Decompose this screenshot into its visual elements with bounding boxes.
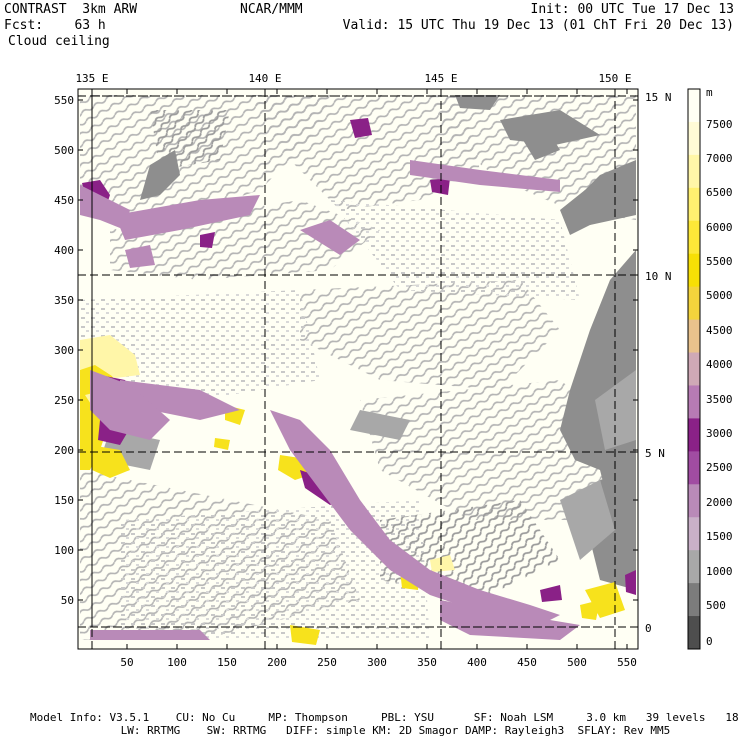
lat-label: 5 N <box>645 447 665 460</box>
y-tick-label: 550 <box>54 94 74 107</box>
colorbar-label: 1500 <box>706 530 733 543</box>
colorbar-label: 0 <box>706 635 713 648</box>
colorbar-swatch <box>688 253 700 288</box>
y-tick-label: 100 <box>54 544 74 557</box>
x-tick-label: 300 <box>367 656 387 669</box>
colorbar-label: 6000 <box>706 221 733 234</box>
center-name: NCAR/MMM <box>240 2 303 17</box>
colorbar-frame <box>687 88 701 650</box>
lat-label: 0 <box>645 622 652 635</box>
x-tick-label: 200 <box>267 656 287 669</box>
colorbar-label: 7500 <box>706 118 733 131</box>
colorbar-swatch <box>688 89 700 123</box>
colorbar-swatch <box>688 550 700 584</box>
colorbar-unit: m <box>706 86 713 99</box>
colorbar-label: 3000 <box>706 427 733 440</box>
colorbar-swatch <box>688 418 700 452</box>
colorbar-label: 7000 <box>706 152 733 165</box>
model-info-line2: LW: RRTMG SW: RRTMG DIFF: simple KM: 2D … <box>8 724 671 737</box>
colorbar-swatch <box>688 484 700 518</box>
colorbar-label: 1000 <box>706 565 733 578</box>
colorbar-swatch <box>688 154 700 189</box>
colorbar-swatch <box>688 583 700 617</box>
lon-label: 135 E <box>75 72 108 85</box>
colorbar-labels: 7500 7000 6500 6000 5500 5000 4500 4000 … <box>706 118 733 648</box>
x-tick-label: 500 <box>567 656 587 669</box>
y-tick-label: 250 <box>54 394 74 407</box>
colorbar <box>687 88 701 650</box>
colorbar-label: 2000 <box>706 496 733 509</box>
x-tick-label: 350 <box>417 656 437 669</box>
colorbar-swatch <box>688 187 700 222</box>
colorbar-swatch <box>688 220 700 255</box>
colorbar-label: 2500 <box>706 461 733 474</box>
x-tick-label: 50 <box>120 656 133 669</box>
colorbar-label: 3500 <box>706 393 733 406</box>
y-tick-label: 150 <box>54 494 74 507</box>
init-time: Init: 00 UTC Tue 17 Dec 13 <box>530 2 735 17</box>
y-tick-label: 400 <box>54 244 74 257</box>
y-tick-label: 300 <box>54 344 74 357</box>
y-tick-label: 500 <box>54 144 74 157</box>
lon-label: 140 E <box>248 72 281 85</box>
lon-label: 145 E <box>424 72 457 85</box>
colorbar-swatch <box>688 319 700 354</box>
model-title: CONTRAST 3km ARW <box>4 2 138 17</box>
lon-label: 150 E <box>598 72 631 85</box>
lat-label: 15 N <box>645 91 672 104</box>
x-tick-label: 550 <box>617 656 637 669</box>
y-tick-label: 350 <box>54 294 74 307</box>
colorbar-label: 4000 <box>706 358 733 371</box>
valid-time: Valid: 15 UTC Thu 19 Dec 13 (01 ChT Fri … <box>342 18 734 33</box>
colorbar-swatch <box>688 616 700 650</box>
field-name: Cloud ceiling <box>8 34 110 49</box>
colorbar-swatch <box>688 121 700 156</box>
colorbar-swatch <box>688 451 700 485</box>
colorbar-swatch <box>688 352 700 386</box>
x-tick-label: 450 <box>517 656 537 669</box>
colorbar-label: 5000 <box>706 289 733 302</box>
graticule <box>78 89 638 649</box>
x-tick-label: 400 <box>467 656 487 669</box>
y-tick-label: 450 <box>54 194 74 207</box>
forecast-hour: Fcst: 63 h <box>4 18 106 33</box>
y-tick-label: 200 <box>54 444 74 457</box>
colorbar-label: 4500 <box>706 324 733 337</box>
x-tick-label: 150 <box>217 656 237 669</box>
colorbar-swatch <box>688 286 700 321</box>
colorbar-swatch <box>688 385 700 419</box>
colorbar-label: 6500 <box>706 186 733 199</box>
x-tick-label: 100 <box>167 656 187 669</box>
colorbar-swatch <box>688 517 700 551</box>
x-tick-label: 250 <box>317 656 337 669</box>
y-tick-label: 50 <box>61 594 74 607</box>
colorbar-label: 500 <box>706 599 726 612</box>
lat-label: 10 N <box>645 270 672 283</box>
model-info-line1: Model Info: V3.5.1 CU: No Cu MP: Thompso… <box>30 711 740 724</box>
colorbar-label: 5500 <box>706 255 733 268</box>
